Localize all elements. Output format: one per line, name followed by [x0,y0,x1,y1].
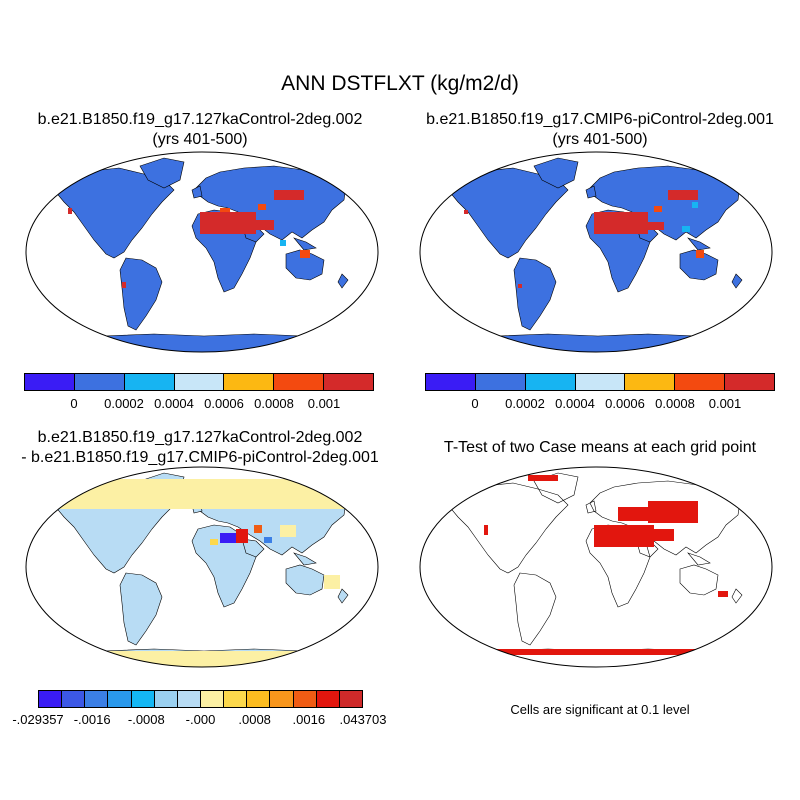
colorbar-swatch [174,374,225,390]
map-difference [25,466,379,668]
colorbar-swatch [625,374,676,390]
panel3-title: b.e21.B1850.f19_g17.127kaControl-2deg.00… [0,428,400,468]
significance-note: Cells are significant at 0.1 level [510,702,690,717]
colorbar-swatch [274,374,325,390]
colorbar-tick-label: 0.0008 [655,396,695,411]
colorbar-swatch [131,691,155,707]
colorbar-tick-label: .043703 [339,712,387,727]
colorbar-tick-label: 0.0002 [505,396,545,411]
colorbar-tick-label: 0.0006 [605,396,645,411]
colorbar-swatch [575,374,626,390]
map-127ka-control [25,151,379,353]
colorbar-swatch [339,691,362,707]
colorbar-swatch [39,691,63,707]
colorbar-swatch [154,691,178,707]
colorbar-swatch [200,691,225,707]
colorbar-tick-label: .0016 [292,712,326,727]
colorbar-swatch [177,691,201,707]
panel3-case-name: b.e21.B1850.f19_g17.127kaControl-2deg.00… [37,429,363,446]
colorbar-swatch [85,691,109,707]
main-title: ANN DSTFLXT (kg/m2/d) [281,72,519,95]
colorbar-swatch [124,374,175,390]
colorbar-tick-label: -.000 [185,712,216,727]
panel1-years: (yrs 401-500) [152,131,248,148]
panel2-years: (yrs 401-500) [552,131,648,148]
panel1-case-name: b.e21.B1850.f19_g17.127kaControl-2deg.00… [37,111,363,128]
colorbar-tick-label: -.0016 [73,712,111,727]
colorbar-swatch [525,374,576,390]
colorbar-case1 [24,373,374,391]
panel2-case-name: b.e21.B1850.f19_g17.CMIP6-piControl-2deg… [426,111,774,128]
colorbar-difference [38,690,363,708]
panel1-title: b.e21.B1850.f19_g17.127kaControl-2deg.00… [0,110,400,150]
dust-source-region [68,190,310,288]
colorbar-swatch [247,691,271,707]
colorbar-swatch [224,374,275,390]
colorbar-tick-label: -.029357 [12,712,64,727]
colorbar-tick-label: .0008 [238,712,271,727]
colorbar-tick-label: 0.001 [307,396,341,411]
panel2-title: b.e21.B1850.f19_g17.CMIP6-piControl-2deg… [400,110,800,150]
panel3-minus-case: - b.e21.B1850.f19_g17.CMIP6-piControl-2d… [21,449,379,466]
colorbar-swatch [224,691,248,707]
map-picontrol [419,151,773,353]
colorbar-tick-label: -.0008 [127,712,165,727]
colorbar-swatch [108,691,132,707]
panel4-title: T-Test of two Case means at each grid po… [443,439,757,456]
colorbar-swatch [293,691,317,707]
colorbar-tick-label: 0.0004 [555,396,595,411]
colorbar-swatch [25,374,75,390]
colorbar-swatch [475,374,526,390]
dust-source-region [464,190,704,288]
colorbar-swatch [74,374,125,390]
colorbar-swatch [324,374,374,390]
colorbar-swatch [316,691,340,707]
colorbar-swatch [270,691,294,707]
colorbar-swatch [725,374,775,390]
colorbar-tick-label: 0 [70,396,78,411]
colorbar-tick-label: 0.0008 [254,396,294,411]
colorbar-case2 [425,373,775,391]
colorbar-tick-label: 0.0002 [104,396,144,411]
colorbar-swatch [426,374,476,390]
colorbar-tick-label: 0.0006 [204,396,244,411]
significant-cells [478,475,738,655]
colorbar-swatch [675,374,726,390]
colorbar-tick-label: 0.001 [708,396,742,411]
colorbar-swatch [62,691,86,707]
map-ttest-significance [419,466,773,668]
colorbar-tick-label: 0 [471,396,479,411]
colorbar-tick-label: 0.0004 [154,396,194,411]
